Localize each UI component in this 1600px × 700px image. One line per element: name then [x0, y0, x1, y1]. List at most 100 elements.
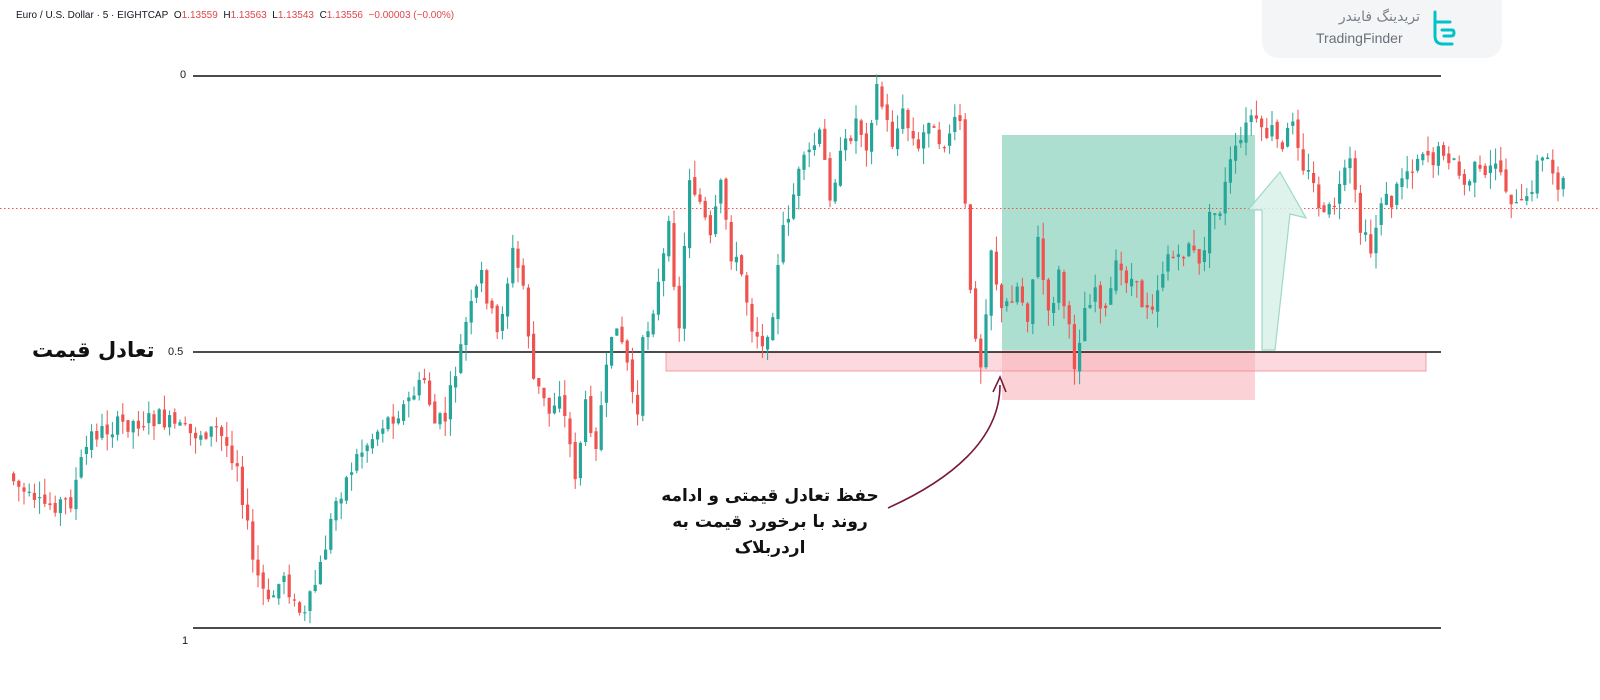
candle: [1270, 111, 1274, 142]
candle: [428, 372, 432, 407]
candle-body: [204, 432, 208, 439]
candle-body: [547, 397, 551, 414]
candle: [365, 443, 369, 463]
candle: [1405, 155, 1409, 189]
candle: [1218, 210, 1222, 221]
candle: [1384, 182, 1388, 206]
close-label: C: [319, 10, 327, 21]
candle: [90, 424, 94, 459]
candle: [1520, 183, 1524, 201]
candle: [974, 281, 978, 342]
candle-body: [890, 121, 894, 147]
change-value: −0.00003 (−0.00%): [368, 10, 455, 21]
candle: [48, 492, 52, 510]
candle: [292, 593, 296, 607]
candle-body: [459, 344, 463, 373]
candle-body: [32, 492, 36, 500]
candle-body: [906, 109, 910, 129]
candle-body: [1551, 159, 1555, 174]
candle: [864, 122, 868, 167]
candle: [552, 392, 556, 415]
target-zone: [1002, 135, 1255, 350]
candle-body: [958, 115, 962, 122]
candle: [157, 407, 161, 425]
zones-layer: [665, 135, 1427, 400]
candle: [1005, 298, 1009, 312]
candle-body: [896, 128, 900, 150]
candle: [1494, 148, 1498, 181]
candle-body: [339, 498, 343, 504]
candle-body: [464, 321, 468, 346]
candle: [1332, 197, 1336, 215]
candle: [266, 578, 270, 603]
candle-body: [1109, 288, 1113, 305]
symbol-header: Euro / U.S. Dollar · 5 · EIGHTCAP O1.135…: [16, 10, 454, 21]
candle-body: [287, 574, 291, 598]
candle-body: [740, 255, 744, 275]
candle-body: [1514, 202, 1518, 204]
candle-body: [615, 328, 619, 336]
candle-body: [729, 221, 733, 262]
candle: [116, 411, 120, 441]
candle-body: [1067, 305, 1071, 325]
candle-body: [734, 256, 738, 263]
candle: [1119, 251, 1123, 286]
candle: [246, 488, 250, 530]
candle-body: [1317, 184, 1321, 209]
candle-body: [854, 118, 858, 142]
candle: [360, 439, 364, 469]
candle: [1135, 280, 1139, 298]
candle: [766, 335, 770, 361]
candle-body: [1431, 152, 1435, 166]
candle-body: [282, 575, 286, 583]
candle-body: [948, 133, 952, 146]
candle-body: [407, 397, 411, 402]
candle-body: [1062, 272, 1066, 307]
candle: [235, 450, 239, 482]
candle-body: [828, 158, 832, 201]
candle-body: [142, 426, 146, 428]
candle-body: [474, 286, 478, 298]
candle: [927, 122, 931, 148]
candle: [1343, 159, 1347, 192]
candle: [880, 81, 884, 110]
candle-body: [1078, 342, 1082, 372]
candle-body: [1223, 181, 1227, 214]
candle: [1514, 189, 1518, 204]
candle: [792, 183, 796, 221]
candle: [771, 312, 775, 342]
candle-body: [974, 288, 978, 339]
candle-body: [396, 418, 400, 424]
candle-body: [1104, 305, 1108, 308]
candle: [604, 352, 608, 418]
candle: [152, 410, 156, 440]
candle: [339, 492, 343, 520]
candle-body: [599, 405, 603, 450]
candle: [1535, 154, 1539, 199]
candle-body: [220, 427, 224, 437]
target-arrow-icon: [1246, 170, 1308, 351]
candle-body: [1322, 205, 1326, 212]
open-value: 1.13559: [181, 10, 218, 21]
candle: [1353, 150, 1357, 203]
candle-body: [438, 413, 442, 425]
candle-body: [110, 434, 114, 438]
candle-body: [589, 396, 593, 434]
candle-body: [412, 395, 416, 400]
candle: [1478, 155, 1482, 172]
candle-body: [526, 287, 530, 337]
candle-body: [1218, 213, 1222, 216]
candle-body: [469, 300, 473, 323]
candle-body: [1561, 177, 1565, 190]
candle: [729, 215, 733, 270]
candle-body: [677, 285, 681, 329]
candle-body: [625, 340, 629, 363]
candle-body: [116, 416, 120, 435]
candle-body: [90, 431, 94, 450]
candle-body: [1369, 234, 1373, 254]
candle-body: [745, 275, 749, 303]
candle-body: [506, 283, 510, 317]
candle: [1213, 212, 1217, 230]
candle-body: [251, 521, 255, 560]
